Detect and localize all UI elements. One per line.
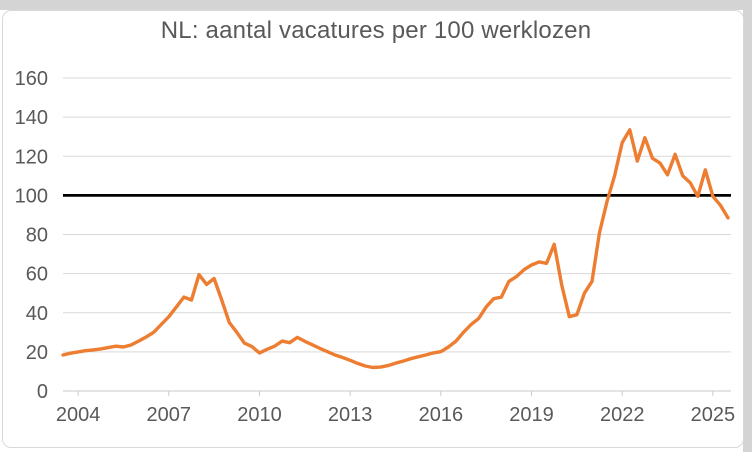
x-axis bbox=[63, 390, 731, 396]
gridlines bbox=[63, 77, 731, 353]
x-axis-tick-label: 2004 bbox=[56, 404, 101, 426]
y-axis-tick-label: 80 bbox=[26, 225, 48, 247]
x-axis-tick-label: 2016 bbox=[419, 404, 464, 426]
x-axis-tick-label: 2013 bbox=[328, 404, 373, 426]
x-axis-tick-label: 2019 bbox=[509, 404, 554, 426]
y-axis-tick-label: 20 bbox=[26, 342, 48, 364]
y-axis-tick-label: 160 bbox=[15, 68, 48, 90]
x-axis-tick-label: 2010 bbox=[237, 404, 282, 426]
y-axis-tick-label: 60 bbox=[26, 264, 48, 286]
x-axis-tick-label: 2022 bbox=[600, 404, 645, 426]
chart-title: NL: aantal vacatures per 100 werklozen bbox=[160, 17, 592, 44]
y-axis-tick-label: 120 bbox=[15, 146, 48, 168]
y-axis-tick-label: 40 bbox=[26, 303, 48, 325]
chart-container bbox=[2, 10, 744, 448]
y-axis-labels: 0 20 40 60 80 100 120 140 160 bbox=[15, 68, 48, 403]
page-background-right-band bbox=[743, 0, 752, 452]
data-series-line bbox=[61, 128, 730, 370]
y-axis-tick-label: 140 bbox=[15, 107, 48, 129]
x-axis-tick-label: 2007 bbox=[147, 404, 192, 426]
y-axis-tick-label: 0 bbox=[37, 381, 48, 403]
y-axis-tick-label: 100 bbox=[15, 185, 48, 207]
x-axis-tick-label: 2025 bbox=[691, 404, 736, 426]
page-background-top-band bbox=[0, 0, 752, 10]
x-axis-labels: 2004 2007 2010 2013 2016 2019 2022 2025 bbox=[56, 404, 735, 426]
